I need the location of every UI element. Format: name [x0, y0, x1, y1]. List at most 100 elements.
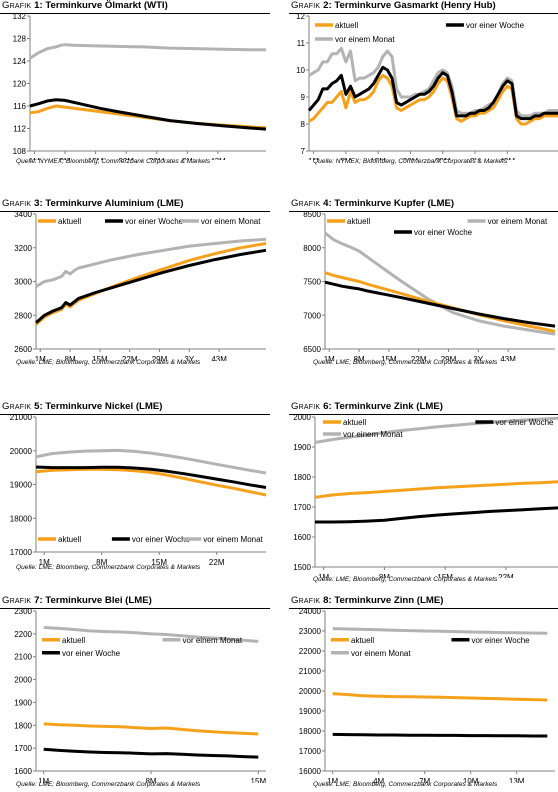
chart-panel-5: Grafik 5: Terminkurve Nickel (LME) 17000 1…: [0, 401, 270, 597]
legend-label: vor einem Monat: [203, 535, 263, 544]
y-tick-label: 124: [13, 57, 27, 66]
x-tick-label: 1M: [39, 558, 50, 566]
chart-source: Quelle: NYMEX; Bloomberg, Commerzbank Co…: [313, 158, 508, 165]
chart-source: Quelle: LME; Bloomberg, Commerzbank Corp…: [313, 576, 498, 583]
y-tick-label: 132: [13, 12, 27, 21]
chart-title: Grafik 3: Terminkurve Aluminium (LME): [2, 198, 183, 209]
y-tick-label: 10: [296, 66, 305, 75]
chart-title-text: Terminkurve Ölmarkt (WTI): [42, 0, 168, 11]
x-tick-label: 43M: [500, 355, 516, 361]
y-tick-label: 23000: [299, 627, 322, 636]
chart-title: Grafik 2: Terminkurve Gasmarkt (Henry Hu…: [291, 0, 496, 11]
chart-number: 2:: [323, 0, 332, 11]
series-line-aktuell: [35, 467, 267, 497]
x-tick-label: 8M: [59, 157, 70, 160]
chart-title-prefix: Grafik: [2, 198, 35, 209]
chart-svg: 16000 17000 18000 19000 20000 21000 22000 23000…: [299, 607, 555, 783]
y-tick-label: 20000: [10, 447, 33, 456]
x-tick-label: 22M: [118, 157, 134, 160]
y-tick-label: 7: [301, 147, 306, 156]
series-line-woche: [43, 747, 259, 759]
x-tick-label: 3Y: [182, 157, 192, 160]
x-tick-label: 22M: [209, 558, 225, 566]
y-tick-label: 8000: [303, 244, 321, 253]
y-tick-label: 18000: [10, 514, 33, 523]
chart-svg: 6500 7000 7500 8000 8500 1M 8M 15M 22M 29M 3Y 43M ak…: [303, 210, 556, 361]
x-tick-label: 22M: [498, 573, 514, 578]
legend: aktuell vor einer Woche vor einem Monat: [315, 21, 525, 44]
x-tick-label: 29M: [435, 157, 451, 160]
y-tick-label: 128: [13, 35, 27, 44]
chart-source: Quelle: LME; Bloomberg, Commerzbank Corp…: [16, 564, 201, 571]
x-tick-label: 13M: [509, 777, 525, 783]
y-tick-label: 1800: [14, 721, 32, 730]
y-tick-label: 1900: [14, 698, 32, 707]
chart-title-text: Terminkurve Gasmarkt (Henry Hub): [331, 0, 496, 11]
y-tick-label: 2600: [14, 345, 32, 354]
y-tick-label: 2300: [14, 607, 32, 616]
series-line-woche: [315, 506, 558, 524]
series-line-woche: [35, 248, 267, 324]
x-tick-label: 29M: [152, 355, 168, 361]
legend-label: vor einem Monat: [351, 649, 411, 658]
x-tick-label: 8M: [65, 355, 76, 361]
y-tick-label: 16000: [299, 767, 322, 776]
x-tick-label: 29M: [441, 355, 457, 361]
chart-title-prefix: Grafik: [291, 401, 324, 412]
chart-number: 3:: [34, 198, 43, 209]
y-tick-label: 120: [13, 80, 27, 89]
x-tick-label: 1M: [308, 157, 319, 160]
x-tick-label: 3Y: [473, 355, 483, 361]
series-line-monat: [324, 231, 556, 336]
x-tick-label: 15M: [88, 157, 104, 160]
y-tick-label: 21000: [10, 413, 33, 422]
legend: aktuell vor einem Monat vor einer Woche: [327, 217, 548, 237]
title-divider: [0, 608, 270, 609]
chart-svg: 1500 1600 1700 1800 1900 2000 1M 8M 15M 22M aktuel…: [293, 413, 558, 578]
chart-panel-1: Grafik 1: Terminkurve Ölmarkt (WTI) 108 11…: [0, 0, 270, 196]
legend-label: vor einem Monat: [488, 217, 548, 226]
legend-label: vor einer Woche: [132, 535, 191, 544]
legend: aktuell vor einer Woche vor einem Monat: [38, 535, 264, 544]
title-divider: [289, 414, 558, 415]
chart-title-text: Terminkurve Aluminium (LME): [42, 198, 184, 209]
legend-label: aktuell: [335, 21, 358, 30]
x-tick-label: 15M: [251, 777, 267, 783]
x-tick-label: 1M: [327, 777, 338, 783]
chart-title-text: Terminkurve Zinn (LME): [331, 595, 444, 606]
y-tick-label: 20000: [299, 687, 322, 696]
y-tick-label: 112: [13, 125, 26, 134]
legend-label: aktuell: [351, 636, 374, 645]
x-tick-label: 1M: [318, 573, 329, 578]
x-tick-label: 15M: [437, 573, 453, 578]
y-tick-label: 2000: [14, 676, 32, 685]
chart-title: Grafik 6: Terminkurve Zink (LME): [291, 401, 443, 412]
y-tick-label: 22000: [299, 647, 322, 656]
chart-source: Quelle: LME; Bloomberg, Commerzbank Corp…: [16, 781, 201, 788]
y-tick-label: 3000: [14, 278, 32, 287]
y-tick-label: 6500: [303, 345, 321, 354]
chart-panel-4: Grafik 4: Terminkurve Kupfer (LME) 6500 70…: [289, 198, 558, 394]
chart-source: Quelle: NYMEX; Bloomberg, Commerzbank Co…: [16, 158, 211, 165]
series-line-monat: [314, 416, 558, 444]
chart-panel-8: Grafik 8: Terminkurve Zinn (LME) 16000 170…: [289, 595, 558, 791]
y-tick-label: 2800: [14, 311, 32, 320]
y-tick-label: 1600: [293, 533, 311, 542]
legend-label: vor einer Woche: [472, 636, 531, 645]
y-tick-label: 21000: [299, 667, 322, 676]
chart-number: 7:: [34, 595, 43, 606]
x-tick-label: 8M: [379, 573, 390, 578]
series-line-woche: [29, 98, 267, 131]
series-line-aktuell: [332, 692, 548, 702]
x-tick-label: 22M: [122, 355, 138, 361]
chart-title: Grafik 5: Terminkurve Nickel (LME): [2, 401, 162, 412]
legend: aktuell vor einer Woche vor einem Monat: [323, 418, 554, 439]
x-tick-label: 15M: [151, 558, 167, 566]
chart-panel-2: Grafik 2: Terminkurve Gasmarkt (Henry Hu…: [289, 0, 558, 196]
legend: aktuell vor einem Monat vor einer Woche: [42, 636, 243, 658]
chart-title: Grafik 7: Terminkurve Blei (LME): [2, 595, 152, 606]
legend-label: aktuell: [173, 158, 196, 160]
legend-label: vor einem Monat: [335, 35, 395, 44]
legend-label: vor einer Woche: [414, 228, 473, 237]
chart-svg: 2600 2800 3000 3200 3400 1M 8M 15M 22M 29M 3Y 43M ak…: [14, 210, 267, 361]
